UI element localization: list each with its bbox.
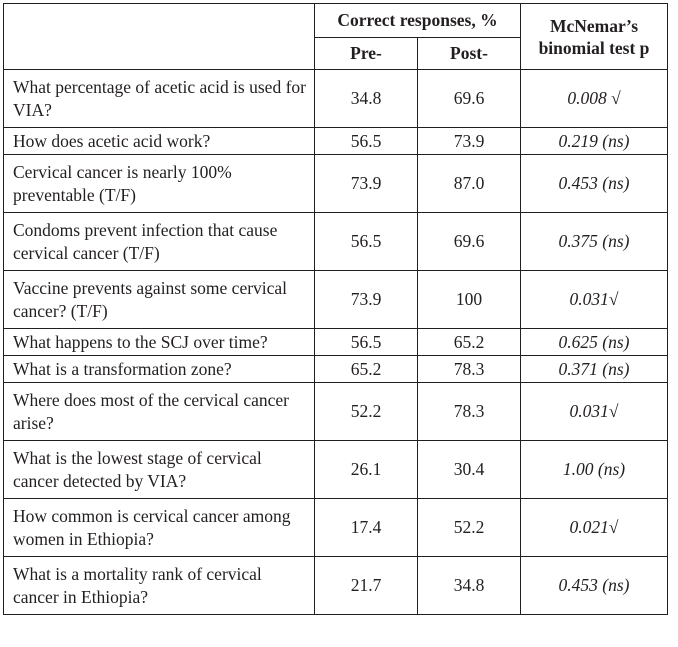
question-cell: What is a mortality rank of cervical can… — [3, 556, 315, 615]
question-cell: Vaccine prevents against some cervical c… — [3, 270, 315, 329]
post-value-cell: 52.2 — [417, 498, 521, 557]
pre-value-cell: 56.5 — [314, 328, 418, 356]
post-value-cell: 78.3 — [417, 382, 521, 441]
table-row: Vaccine prevents against some cervical c… — [3, 270, 668, 329]
table-row: Condoms prevent infection that cause cer… — [3, 212, 668, 271]
question-cell: How common is cervical cancer among wome… — [3, 498, 315, 557]
question-cell: What is the lowest stage of cervical can… — [3, 440, 315, 499]
post-value-cell: 87.0 — [417, 154, 521, 213]
p-value-cell: 0.031√ — [520, 270, 668, 329]
pre-header: Pre- — [314, 37, 418, 70]
pre-value-cell: 26.1 — [314, 440, 418, 499]
table-row: Where does most of the cervical cancer a… — [3, 382, 668, 441]
post-header: Post- — [417, 37, 521, 70]
table-row: How common is cervical cancer among wome… — [3, 498, 668, 557]
results-table: Correct responses, % McNemar’s binomial … — [3, 3, 668, 615]
post-value-cell: 65.2 — [417, 328, 521, 356]
post-value-cell: 69.6 — [417, 212, 521, 271]
question-cell: How does acetic acid work? — [3, 127, 315, 155]
p-value-cell: 0.021√ — [520, 498, 668, 557]
pre-value-cell: 52.2 — [314, 382, 418, 441]
table-row: What percentage of acetic acid is used f… — [3, 69, 668, 128]
p-value-cell: 0.219 (ns) — [520, 127, 668, 155]
question-cell: Where does most of the cervical cancer a… — [3, 382, 315, 441]
table-row: How does acetic acid work? 56.5 73.9 0.2… — [3, 127, 668, 155]
question-cell: What happens to the SCJ over time? — [3, 328, 315, 356]
pre-value-cell: 21.7 — [314, 556, 418, 615]
p-value-cell: 0.371 (ns) — [520, 355, 668, 383]
pre-value-cell: 73.9 — [314, 154, 418, 213]
post-value-cell: 69.6 — [417, 69, 521, 128]
empty-corner-cell — [3, 3, 315, 70]
p-value-cell: 0.453 (ns) — [520, 556, 668, 615]
question-cell: Condoms prevent infection that cause cer… — [3, 212, 315, 271]
question-cell: Cervical cancer is nearly 100% preventab… — [3, 154, 315, 213]
post-value-cell: 100 — [417, 270, 521, 329]
p-value-cell: 1.00 (ns) — [520, 440, 668, 499]
post-value-cell: 34.8 — [417, 556, 521, 615]
pre-value-cell: 73.9 — [314, 270, 418, 329]
pre-value-cell: 65.2 — [314, 355, 418, 383]
pre-value-cell: 56.5 — [314, 212, 418, 271]
table-row: What is a mortality rank of cervical can… — [3, 556, 668, 615]
table-row: What is a transformation zone? 65.2 78.3… — [3, 355, 668, 383]
table-row: What happens to the SCJ over time? 56.5 … — [3, 328, 668, 356]
p-value-cell: 0.008 √ — [520, 69, 668, 128]
correct-responses-header: Correct responses, % — [314, 3, 521, 38]
p-value-cell: 0.031√ — [520, 382, 668, 441]
post-value-cell: 30.4 — [417, 440, 521, 499]
p-value-cell: 0.453 (ns) — [520, 154, 668, 213]
table-row: Cervical cancer is nearly 100% preventab… — [3, 154, 668, 213]
pre-value-cell: 34.8 — [314, 69, 418, 128]
pre-value-cell: 56.5 — [314, 127, 418, 155]
mcnemar-header: McNemar’s binomial test p — [520, 3, 668, 70]
question-cell: What percentage of acetic acid is used f… — [3, 69, 315, 128]
pre-value-cell: 17.4 — [314, 498, 418, 557]
p-value-cell: 0.375 (ns) — [520, 212, 668, 271]
p-value-cell: 0.625 (ns) — [520, 328, 668, 356]
post-value-cell: 73.9 — [417, 127, 521, 155]
table-row: What is the lowest stage of cervical can… — [3, 440, 668, 499]
post-value-cell: 78.3 — [417, 355, 521, 383]
question-cell: What is a transformation zone? — [3, 355, 315, 383]
